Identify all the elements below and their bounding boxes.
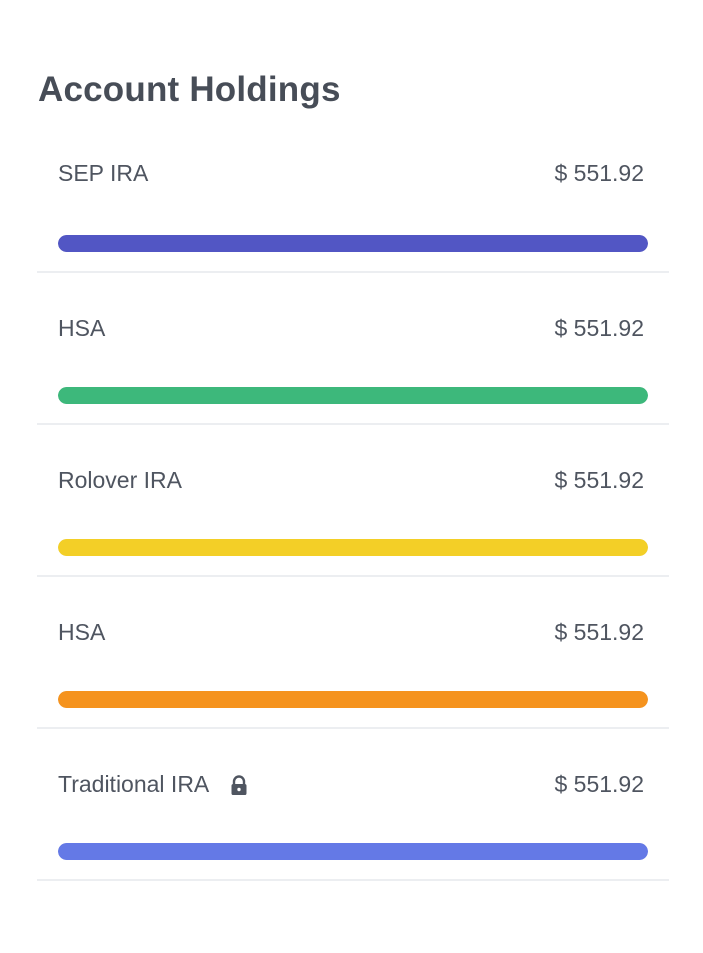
account-value: $ 551.92 — [554, 771, 644, 797]
account-label: HSA — [58, 619, 106, 645]
holding-progress-fill — [58, 843, 648, 860]
account-value: $ 551.92 — [554, 467, 644, 493]
holding-progress-bar — [58, 235, 648, 252]
account-label: Traditional IRA — [58, 771, 249, 798]
holding-progress-fill — [58, 691, 648, 708]
account-row-sep-ira[interactable]: SEP IRA $ 551.92 — [37, 134, 669, 273]
holding-progress-fill — [58, 387, 648, 404]
account-row-rolover-ira[interactable]: Rolover IRA $ 551.92 — [37, 425, 669, 577]
account-label: SEP IRA — [58, 160, 149, 186]
page-title: Account Holdings — [38, 70, 341, 109]
holding-progress-bar — [58, 539, 648, 556]
account-row-hsa[interactable]: HSA $ 551.92 — [37, 273, 669, 425]
holding-progress-bar — [58, 387, 648, 404]
account-row-hsa-2[interactable]: HSA $ 551.92 — [37, 577, 669, 729]
lock-icon — [229, 774, 249, 797]
holding-progress-fill — [58, 235, 648, 252]
account-value: $ 551.92 — [554, 160, 644, 186]
account-label: Rolover IRA — [58, 467, 182, 493]
holding-progress-bar — [58, 691, 648, 708]
account-value: $ 551.92 — [554, 315, 644, 341]
holding-progress-fill — [58, 539, 648, 556]
account-row-traditional-ira[interactable]: Traditional IRA $ 551.92 — [37, 729, 669, 881]
account-value: $ 551.92 — [554, 619, 644, 645]
account-label: HSA — [58, 315, 106, 341]
account-list: SEP IRA $ 551.92 HSA $ 551.92 Rolover IR… — [37, 134, 669, 881]
holding-progress-bar — [58, 843, 648, 860]
